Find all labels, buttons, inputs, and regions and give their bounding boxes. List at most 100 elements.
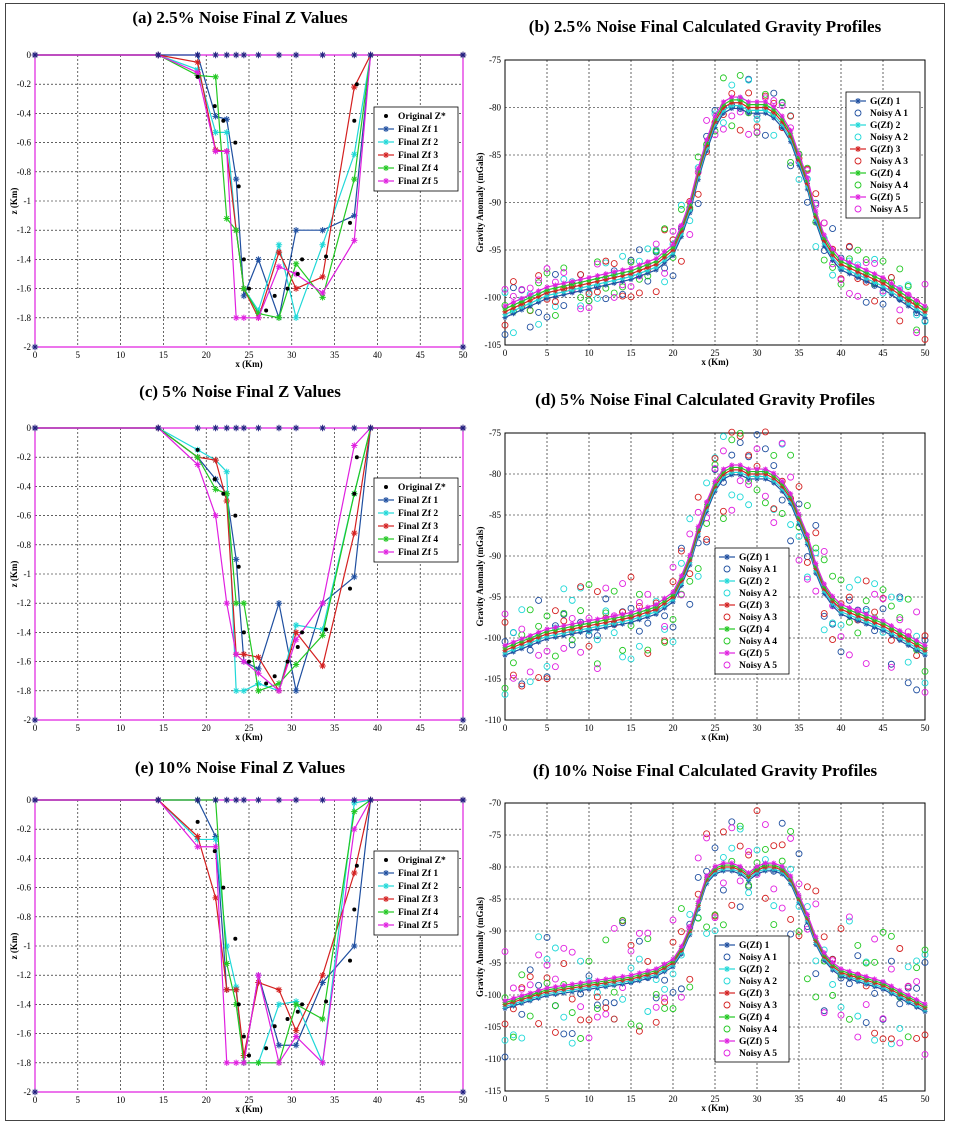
series-point [223,215,230,222]
original-point [247,286,251,291]
noisy-point [887,965,895,973]
noisy-point [509,292,517,300]
profile-point [872,274,878,280]
noisy-point [745,481,753,489]
noisy-point [535,1020,543,1028]
profile-point [678,228,684,234]
profile-point [552,293,558,300]
x-axis-label: x (Km) [235,1104,262,1114]
profile-point [502,306,508,312]
noisy-point [593,1001,601,1009]
profile-point [636,265,642,271]
profile-point [687,552,693,558]
profile-point [569,281,575,287]
station-marker [31,716,39,724]
noisy-point [518,1034,526,1042]
noisy-point [787,930,795,938]
noisy-point [661,622,669,630]
noisy-point [719,879,727,887]
noisy-point [913,326,921,334]
noisy-point [879,1015,887,1023]
noisy-point [761,821,769,828]
noisy-point [627,947,635,955]
noisy-point [753,445,761,453]
legend-marker [724,650,730,656]
profile-point [653,261,659,267]
profile-point [594,281,600,287]
series-point [319,1015,326,1023]
profile-point [830,246,836,252]
series-point [292,661,300,668]
noisy-point [862,1019,870,1027]
profile-point [569,287,575,293]
profile-point [519,636,525,642]
noisy-point [703,930,711,937]
y-tick-label: -0.4 [17,481,32,491]
noisy-point [585,642,593,650]
noisy-point [745,851,753,859]
profile-point [830,593,836,599]
noisy-point [526,668,534,676]
noisy-point [509,1033,517,1041]
legend-marker [384,114,388,118]
series-point [351,573,358,581]
noisy-point [509,284,517,292]
profile-point [527,990,533,996]
noisy-point [669,578,677,586]
legend-label: G(Zf) 3 [739,988,770,999]
noisy-point [669,1005,677,1013]
original-point [300,1002,305,1007]
profile-point [578,279,584,285]
noisy-point [568,636,576,644]
noisy-point [728,506,736,514]
noisy-point [543,313,551,321]
legend-marker [724,1038,730,1044]
profile-point [645,259,651,265]
x-tick-label: 35 [795,348,805,358]
noisy-point [770,921,778,929]
x-tick-label: 5 [545,723,550,733]
noisy-point [879,1035,887,1043]
x-tick-label: 40 [373,350,383,360]
profile-point [880,286,886,292]
legend-marker [383,152,389,158]
profile-point [838,258,844,264]
series-point [232,1059,240,1066]
legend-label: Noisy A 2 [739,589,777,599]
noisy-point [812,887,820,895]
series-point [223,468,230,475]
noisy-point [677,905,685,912]
x-tick-label: 35 [330,350,340,360]
noisy-point [896,1000,904,1008]
noisy-point [627,293,635,301]
legend-marker [724,578,730,584]
profile-point [922,1001,928,1007]
noisy-point [803,553,811,561]
profile-point [536,629,542,635]
noisy-point [593,260,601,268]
profile-point [796,157,802,163]
series-point [351,826,358,833]
profile-point [712,478,718,484]
profile-point [762,107,768,113]
profile-point [636,970,642,976]
series-line [35,54,463,319]
y-tick-label: -80 [489,103,501,113]
y-axis-label: Gravity Anomaly (mGals) [475,897,485,997]
noisy-point [871,1029,879,1037]
profile-point [687,924,693,930]
noisy-point [661,278,669,286]
noisy-point [761,499,769,507]
legend-label: G(Zf) 3 [870,144,901,155]
noisy-point [526,646,534,654]
noisy-point [644,646,652,654]
noisy-point [837,925,845,932]
noisy-point [568,1009,576,1017]
profile-point [754,466,760,472]
series-point [232,227,240,234]
noisy-point [879,928,887,936]
profile-point [645,270,651,276]
original-point [295,645,300,649]
noisy-point [829,619,837,627]
station-marker [275,796,283,804]
